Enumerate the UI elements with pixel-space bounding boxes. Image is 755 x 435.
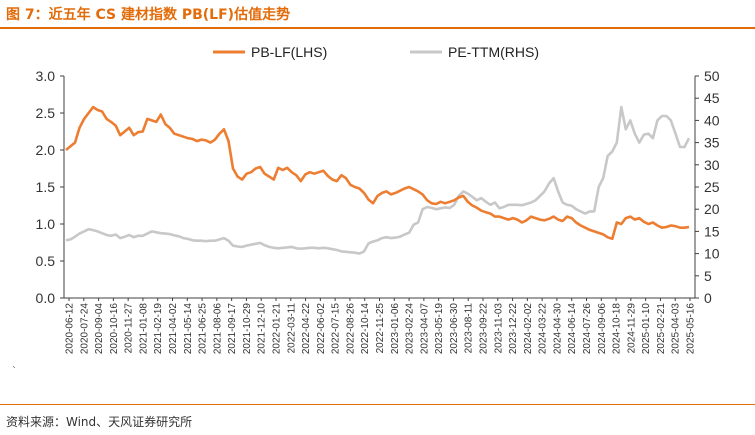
left-tick-label: 2.0 <box>36 142 56 158</box>
x-tick-label: 2024-04-30 <box>552 303 563 355</box>
x-tick-label: 2024-10-18 <box>612 303 623 355</box>
x-tick-label: 2024-11-29 <box>626 303 637 354</box>
x-tick-label: 2024-02-02 <box>523 303 534 355</box>
figure-title: 图 7：近五年 CS 建材指数 PB(LF)估值走势 <box>6 7 291 23</box>
title-divider <box>0 27 755 29</box>
pb-lf-series-line <box>65 105 690 241</box>
x-tick-label: 2023-09-22 <box>479 303 490 355</box>
x-tick-label: 2021-01-08 <box>138 303 149 355</box>
left-tick-label: 1.5 <box>36 179 56 195</box>
x-tick-label: 2021-06-25 <box>198 303 209 355</box>
x-tick-label: 2021-08-06 <box>212 303 223 355</box>
x-tick-label: 2023-12-22 <box>508 303 519 355</box>
right-tick-label: 5 <box>704 268 712 284</box>
x-tick-label: 2025-02-21 <box>656 303 667 355</box>
left-tick-label: 0.0 <box>36 290 56 306</box>
x-tick-label: 2025-01-10 <box>641 303 652 355</box>
chart-axes: 0.0 0.5 1.0 1.5 2.0 2.5 3.0 0 5 10 15 20 25 30 35 40 45 5… <box>36 68 720 354</box>
x-tick-label: 2023-06-30 <box>449 303 460 355</box>
stray-mark: ` <box>12 366 17 377</box>
pb-valuation-chart: 0.0 0.5 1.0 1.5 2.0 2.5 3.0 0 5 10 15 20 25 30 35 40 45 5… <box>36 44 720 354</box>
x-tick-label: 2024-03-22 <box>538 303 549 355</box>
right-tick-label: 50 <box>704 68 720 84</box>
pe-ttm-series-line <box>65 105 691 255</box>
x-tick-label: 2022-08-26 <box>345 303 356 355</box>
x-tick-label: 2025-04-03 <box>671 303 682 355</box>
x-tick-label: 2020-10-16 <box>109 303 120 355</box>
right-tick-label: 20 <box>704 201 720 217</box>
x-tick-label: 2022-11-25 <box>375 303 386 354</box>
x-tick-label: 2021-02-19 <box>153 303 164 355</box>
right-tick-label: 40 <box>704 112 720 128</box>
left-tick-label: 2.5 <box>36 105 56 121</box>
chart-legend: PB-LF(LHS) PE-TTM(RHS) <box>213 44 539 60</box>
x-tick-label: 2024-07-26 <box>582 303 593 355</box>
x-tick-label: 2023-05-19 <box>434 303 445 355</box>
legend-label-pe: PE-TTM(RHS) <box>448 44 539 60</box>
x-tick-label: 2025-05-16 <box>686 303 697 355</box>
x-tick-label: 2022-01-21 <box>272 303 283 355</box>
right-tick-label: 25 <box>704 179 720 195</box>
right-tick-label: 35 <box>704 135 720 151</box>
source-note: 资料来源：Wind、天风证券研究所 <box>6 415 193 429</box>
right-tick-label: 15 <box>704 223 720 239</box>
x-tick-label: 2023-01-06 <box>390 303 401 355</box>
x-tick-label: 2024-09-06 <box>597 303 608 355</box>
x-tick-label: 2021-05-14 <box>183 303 194 355</box>
right-tick-label: 0 <box>704 290 712 306</box>
x-tick-label: 2020-09-04 <box>94 303 105 355</box>
footer-divider <box>0 404 755 405</box>
x-tick-label: 2023-02-24 <box>405 303 416 355</box>
x-tick-label: 2020-07-24 <box>79 303 90 355</box>
x-tick-label: 2023-08-11 <box>464 303 475 354</box>
x-tick-label: 2021-12-10 <box>257 303 268 355</box>
left-tick-label: 1.0 <box>36 216 56 232</box>
x-tick-label: 2021-04-02 <box>168 303 179 355</box>
right-tick-label: 10 <box>704 246 720 262</box>
right-tick-label: 45 <box>704 90 720 106</box>
legend-label-pb: PB-LF(LHS) <box>251 44 327 60</box>
x-tick-label: 2022-07-15 <box>331 303 342 355</box>
right-tick-label: 30 <box>704 157 720 173</box>
x-tick-label: 2024-06-14 <box>567 303 578 355</box>
x-tick-label: 2023-11-03 <box>493 303 504 354</box>
left-tick-label: 0.5 <box>36 253 56 269</box>
x-tick-label: 2021-10-29 <box>242 303 253 355</box>
x-tick-label: 2022-03-11 <box>286 303 297 354</box>
chart-plot-area <box>65 105 691 255</box>
x-tick-label: 2021-09-17 <box>227 303 238 355</box>
x-tick-label: 2022-10-14 <box>360 303 371 355</box>
x-tick-label: 2020-11-27 <box>124 303 135 354</box>
x-tick-label: 2022-04-22 <box>301 303 312 355</box>
x-tick-label: 2022-06-02 <box>316 303 327 355</box>
x-tick-label: 2020-06-12 <box>65 303 76 355</box>
x-tick-label: 2023-04-07 <box>419 303 430 355</box>
left-tick-label: 3.0 <box>36 68 56 84</box>
